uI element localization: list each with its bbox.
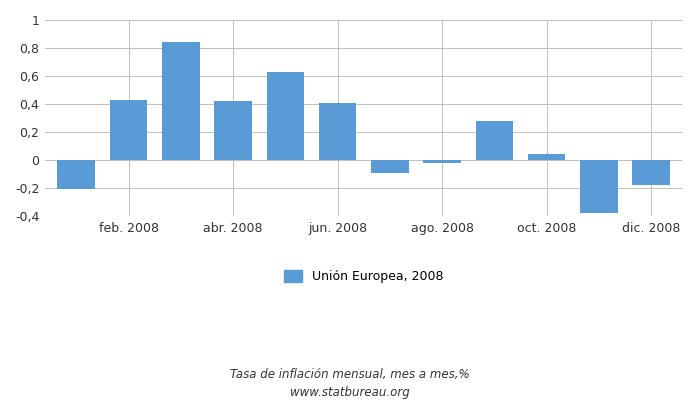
Bar	[162, 42, 200, 160]
Bar	[528, 154, 566, 160]
Bar	[475, 121, 513, 160]
Text: Tasa de inflación mensual, mes a mes,%: Tasa de inflación mensual, mes a mes,%	[230, 368, 470, 381]
Bar	[214, 101, 252, 160]
Legend: Unión Europea, 2008: Unión Europea, 2008	[279, 265, 449, 288]
Bar	[318, 102, 356, 160]
Bar	[424, 160, 461, 163]
Bar	[371, 160, 409, 172]
Bar	[110, 100, 148, 160]
Bar	[57, 160, 95, 189]
Bar	[632, 160, 670, 185]
Bar	[580, 160, 617, 213]
Bar	[267, 72, 304, 160]
Text: www.statbureau.org: www.statbureau.org	[290, 386, 410, 399]
